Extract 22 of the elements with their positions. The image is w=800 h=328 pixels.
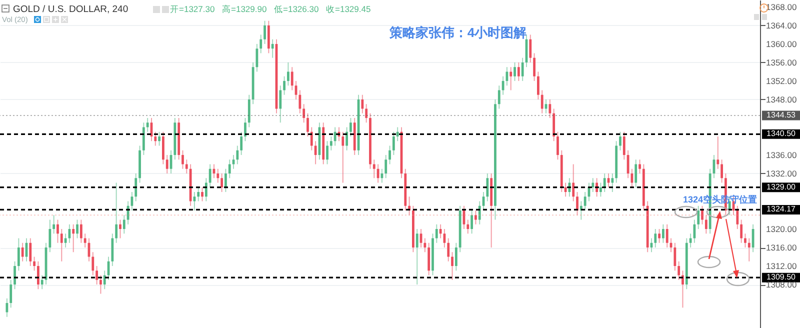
y-tick-label: 1316.00 [766,242,797,253]
y-tick-label: 1320.00 [766,224,797,234]
annotation: 开=1327.30 [170,4,215,14]
ref-line-label: 1329.00 [766,182,796,192]
y-tick-label: 1356.00 [766,57,797,68]
y-tick-label: 1364.00 [766,20,797,30]
ref-line-label: 1309.50 [766,272,796,282]
ref-line-label: 1324.17 [766,204,796,214]
y-tick-label: 1336.00 [766,150,797,160]
y-tick-label: 1360.00 [766,38,797,49]
text: 策略家张伟：4小时图解 [388,25,527,40]
y-tick-label: 1348.00 [766,94,797,104]
y-tick-label: 1352.00 [766,76,797,86]
y-tick-label: 1332.00 [766,168,797,178]
ref-line-label: 1344.53 [766,110,796,120]
annotation: 高=1329.90 [222,4,267,14]
ref-line-label: 1340.50 [766,129,796,138]
annotation: 收=1329.45 [326,4,371,14]
annotation: 低=1326.30 [274,4,319,14]
y-tick-label: 1308.00 [766,280,797,290]
y-tick-label: 1312.00 [766,261,797,272]
chart-subtitle: GOLD / U.S. DOLLAR, 240 [13,4,128,15]
